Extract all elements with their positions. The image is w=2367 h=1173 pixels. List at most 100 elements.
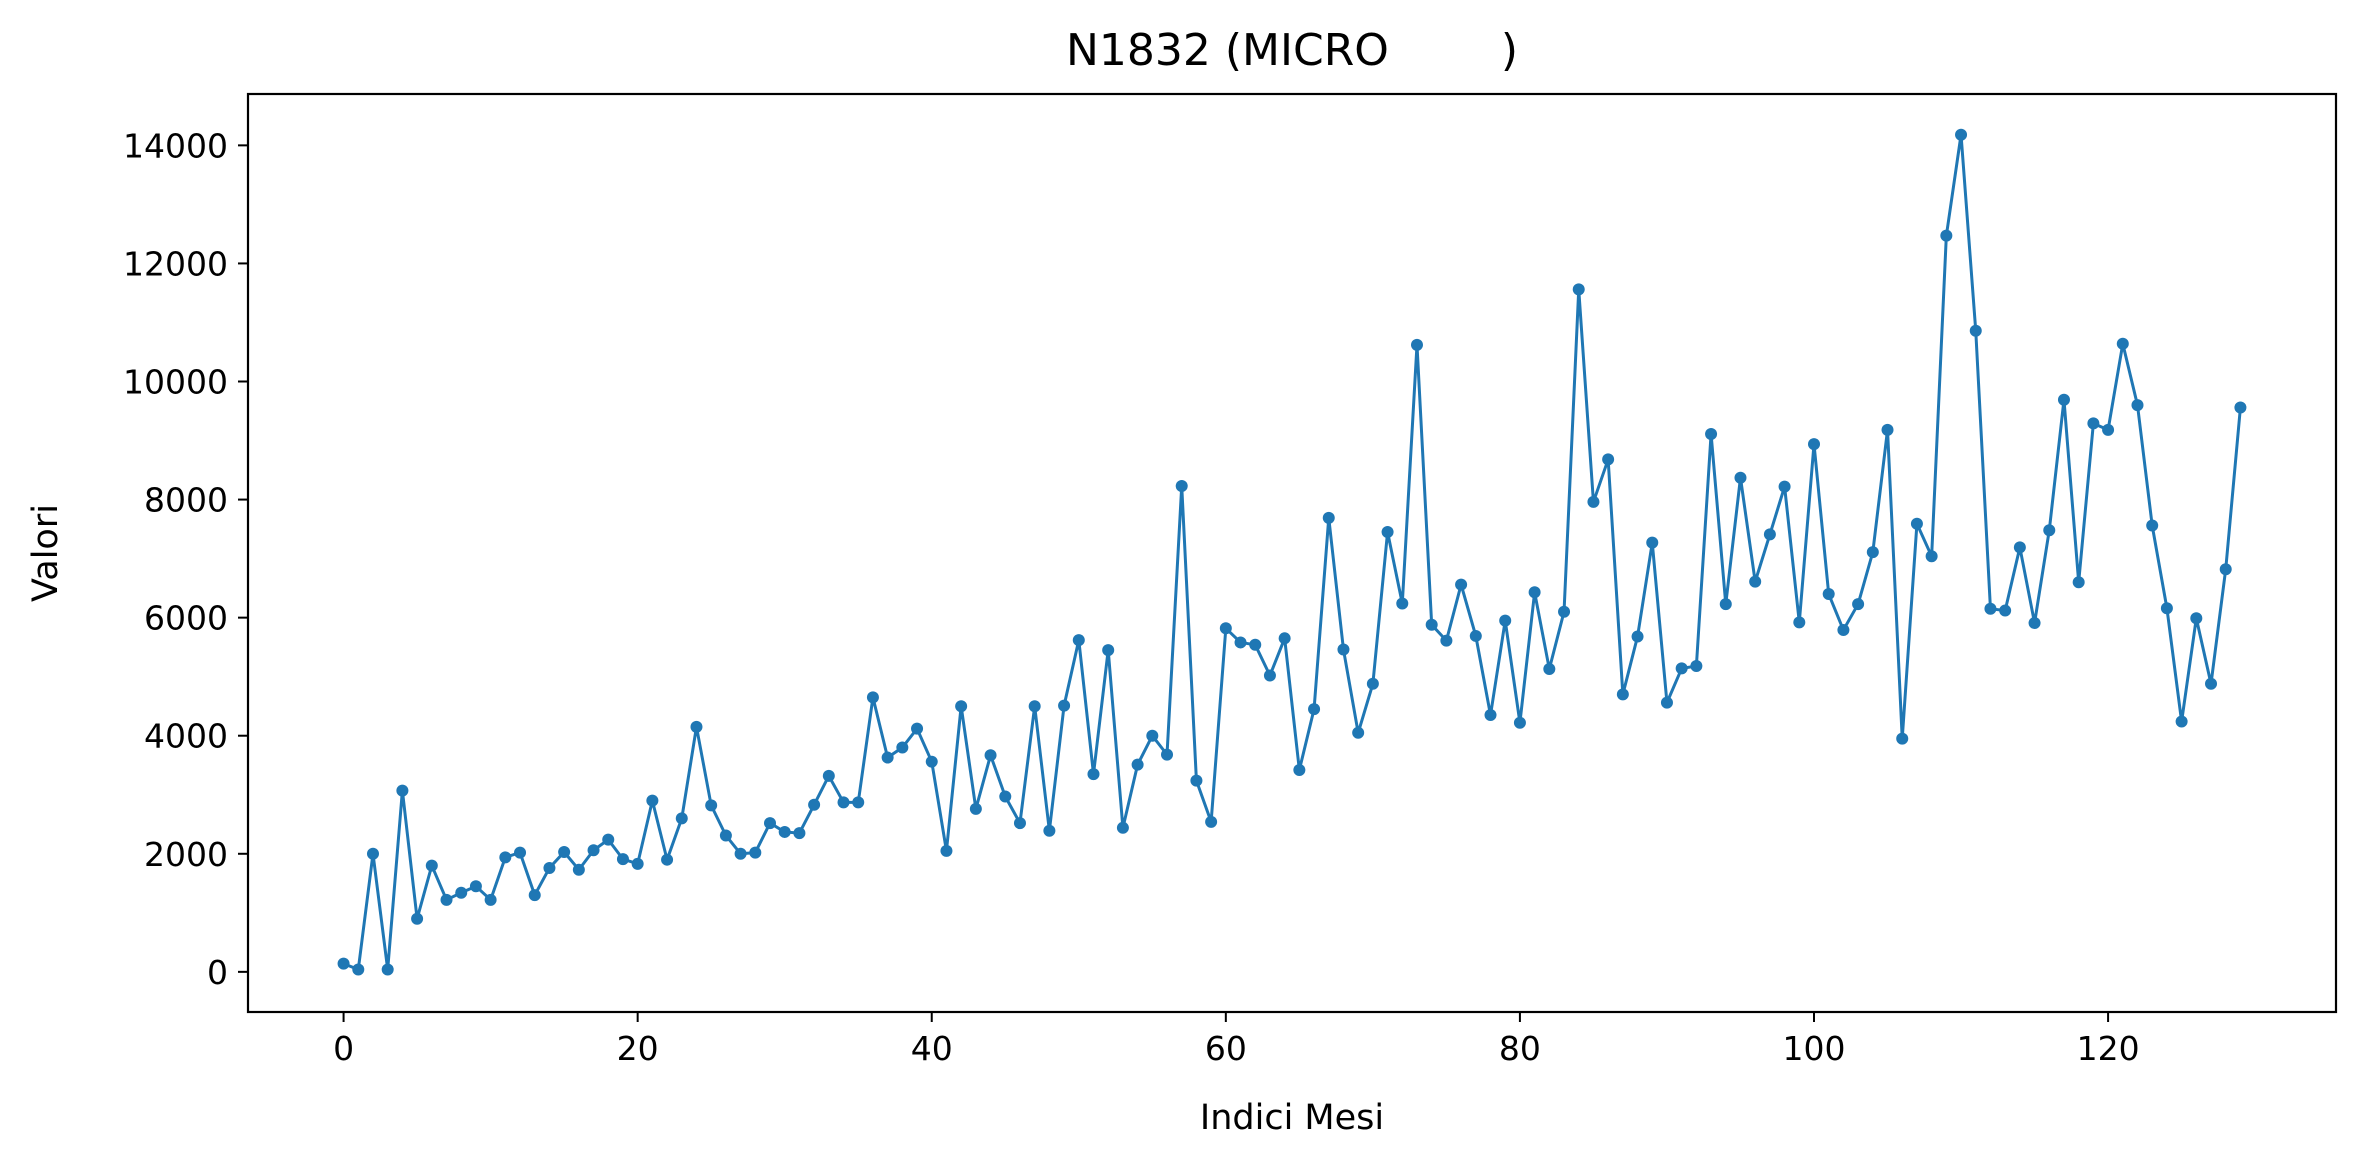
data-point: [749, 846, 762, 859]
data-point: [1381, 526, 1394, 539]
data-point: [925, 755, 938, 768]
data-point: [1499, 614, 1512, 627]
data-point: [1910, 517, 1923, 530]
data-point: [764, 817, 776, 830]
data-point: [1396, 597, 1409, 610]
y-tick-label: 8000: [144, 481, 228, 520]
data-point: [2087, 417, 2100, 430]
data-point: [984, 749, 997, 762]
data-point: [1425, 618, 1438, 631]
x-tick-label: 20: [617, 1029, 659, 1068]
data-point: [705, 799, 718, 812]
data-point: [1205, 815, 1218, 828]
data-point: [999, 790, 1012, 803]
y-tick-label: 10000: [123, 363, 228, 402]
y-axis-label: Valori: [26, 504, 66, 602]
y-tick-label: 4000: [144, 717, 228, 756]
data-point: [337, 957, 350, 970]
data-point: [572, 863, 585, 876]
data-point: [455, 886, 468, 899]
x-tick-label: 0: [333, 1029, 354, 1068]
data-point: [1190, 774, 1203, 787]
data-point: [1028, 700, 1041, 713]
data-point: [1352, 726, 1365, 739]
data-point: [425, 859, 438, 872]
data-point: [1249, 638, 1262, 651]
plot-frame: [246, 92, 2338, 1014]
data-point: [616, 853, 629, 866]
data-point: [366, 847, 379, 860]
data-point: [1631, 630, 1644, 643]
data-point: [1161, 748, 1174, 761]
data-point: [2102, 423, 2115, 436]
data-point: [1793, 616, 1806, 629]
data-point: [2131, 399, 2144, 412]
data-point: [1940, 229, 1953, 242]
y-tick-label: 0: [207, 953, 228, 992]
data-point: [1705, 428, 1718, 441]
data-point: [558, 846, 571, 859]
data-point: [1484, 709, 1497, 722]
data-point: [2013, 541, 2026, 554]
data-point: [1455, 578, 1468, 591]
data-point: [1102, 644, 1115, 657]
data-point: [1528, 586, 1541, 599]
data-point: [587, 844, 600, 857]
data-point: [1131, 758, 1144, 771]
data-point: [1440, 634, 1453, 647]
x-tick-label: 120: [2077, 1029, 2140, 1068]
data-point: [1778, 480, 1791, 493]
data-point: [381, 963, 394, 976]
data-point: [484, 893, 497, 906]
data-point: [1602, 453, 1615, 466]
data-point: [896, 741, 909, 754]
data-point: [1513, 716, 1526, 729]
data-point: [1690, 660, 1703, 673]
data-point: [2190, 612, 2203, 625]
y-tick-label: 14000: [123, 126, 228, 165]
data-point: [2146, 519, 2159, 532]
data-point: [793, 827, 806, 840]
data-point: [1749, 575, 1762, 588]
data-point: [1043, 824, 1056, 837]
data-point: [631, 857, 644, 870]
data-point: [1852, 598, 1865, 611]
data-point: [2072, 576, 2085, 589]
data-point: [1366, 677, 1379, 690]
data-point: [1896, 732, 1909, 745]
data-point: [1587, 495, 1600, 508]
data-point: [2057, 393, 2070, 406]
data-point: [881, 751, 894, 764]
data-point: [1072, 634, 1085, 647]
data-point: [1293, 763, 1306, 776]
data-point: [852, 796, 865, 809]
x-tick-label: 40: [911, 1029, 953, 1068]
data-point: [911, 722, 924, 735]
data-point: [778, 825, 791, 838]
data-point: [1308, 703, 1321, 716]
data-point: [2028, 616, 2041, 629]
data-point: [955, 700, 968, 713]
data-point: [2205, 677, 2218, 690]
data-point: [1675, 662, 1688, 675]
data-point: [2234, 401, 2247, 414]
data-point: [543, 861, 556, 874]
data-point: [1999, 604, 2012, 617]
data-point: [2043, 524, 2056, 537]
data-point: [2175, 715, 2188, 728]
data-point: [514, 846, 527, 859]
data-point: [690, 720, 703, 733]
data-point: [1058, 699, 1071, 712]
data-point: [1955, 128, 1968, 141]
x-tick-label: 60: [1205, 1029, 1247, 1068]
data-point: [1881, 423, 1894, 436]
data-point: [1116, 821, 1129, 834]
data-point: [1866, 546, 1879, 559]
data-point: [2116, 337, 2129, 350]
data-point: [1013, 817, 1026, 830]
data-point: [719, 829, 732, 842]
data-point: [1734, 471, 1747, 484]
data-point: [2219, 563, 2232, 576]
data-point: [1837, 624, 1850, 637]
